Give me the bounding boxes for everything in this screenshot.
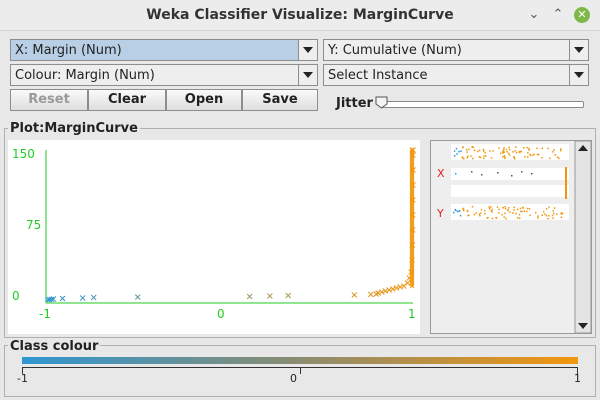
attribute-bars: X Y <box>436 140 592 334</box>
instance-select-value: Select Instance <box>328 68 428 83</box>
reset-button[interactable]: Reset <box>10 89 88 111</box>
clear-button[interactable]: Clear <box>88 89 166 111</box>
colour-select-value: Colour: Margin (Num) <box>15 68 155 83</box>
data-point[interactable] <box>409 147 415 153</box>
chevron-down-icon[interactable] <box>298 40 317 60</box>
data-point[interactable] <box>386 287 392 293</box>
y-tick-label-0: 0 <box>12 289 20 303</box>
data-point[interactable] <box>246 293 253 300</box>
y-axis-select[interactable]: Y: Cumulative (Num) <box>323 39 589 61</box>
jitter-slider-track[interactable] <box>380 101 584 108</box>
scroll-up-icon[interactable] <box>578 145 588 151</box>
data-point[interactable] <box>375 290 381 296</box>
y-tick-label-75: 75 <box>26 218 41 232</box>
x-tick-label-minus-1: -1 <box>39 307 51 321</box>
y-axis-select-value: Y: Cumulative (Num) <box>328 43 462 58</box>
data-point[interactable] <box>48 296 55 303</box>
data-point[interactable] <box>367 291 374 298</box>
class-colour-tick-max <box>577 367 578 374</box>
class-colour-tick-mid <box>300 367 301 374</box>
data-point[interactable] <box>393 285 400 291</box>
x-tick-label-1: 1 <box>408 307 416 321</box>
plot-label: Plot:MarginCurve <box>8 121 140 136</box>
data-point[interactable] <box>389 286 396 292</box>
data-point[interactable] <box>378 289 385 295</box>
y-tick-label-150: 150 <box>12 147 35 161</box>
x-axis-select[interactable]: X: Margin (Num) <box>10 39 318 61</box>
data-point[interactable] <box>59 295 66 302</box>
chevron-down-icon[interactable] <box>298 65 317 85</box>
data-point[interactable] <box>90 294 97 301</box>
class-colour-gradient <box>22 357 578 364</box>
data-point[interactable] <box>50 296 57 302</box>
title-bar: Weka Classifier Visualize: MarginCurve ⌄… <box>0 0 600 31</box>
y-attribute-marker: Y <box>436 207 444 220</box>
chevron-down-icon[interactable] <box>569 40 588 60</box>
open-button[interactable]: Open <box>166 89 242 111</box>
plot-points <box>44 147 416 303</box>
window-title: Weka Classifier Visualize: MarginCurve <box>146 7 454 23</box>
data-point[interactable] <box>134 294 141 300</box>
data-point[interactable] <box>79 295 86 301</box>
jitter-slider-thumb[interactable] <box>375 96 388 109</box>
data-point[interactable] <box>382 288 389 294</box>
class-colour-min-label: -1 <box>17 372 28 385</box>
chevron-down-icon[interactable] <box>569 65 588 85</box>
class-colour-mid-label: 0 <box>290 372 297 385</box>
data-point[interactable] <box>397 284 404 290</box>
x-tick-label-0: 0 <box>217 307 225 321</box>
close-icon[interactable]: ✕ <box>574 7 590 23</box>
class-colour-tick-min <box>22 367 23 374</box>
x-attribute-marker: X <box>437 167 445 180</box>
attribute-panel[interactable]: X Y <box>430 140 592 334</box>
minimize-icon[interactable]: ⌄ <box>528 7 540 22</box>
class-colour-max-label: 1 <box>574 372 581 385</box>
plot-panel <box>4 128 596 338</box>
class-colour-label: Class colour <box>8 339 101 354</box>
colour-select[interactable]: Colour: Margin (Num) <box>10 64 318 86</box>
margin-curve-plot[interactable]: 150 75 0 -1 0 1 <box>8 140 420 334</box>
data-point[interactable] <box>267 293 273 299</box>
data-point[interactable] <box>351 292 358 298</box>
maximize-icon[interactable]: ⌃ <box>552 7 564 22</box>
data-point[interactable] <box>404 280 411 286</box>
x-axis-select-value: X: Margin (Num) <box>15 43 122 58</box>
scroll-down-icon[interactable] <box>578 323 588 329</box>
save-button[interactable]: Save <box>242 89 318 111</box>
instance-select[interactable]: Select Instance <box>323 64 589 86</box>
data-point[interactable] <box>285 292 292 299</box>
class-colour-panel <box>4 345 596 397</box>
jitter-label: Jitter <box>336 96 373 111</box>
